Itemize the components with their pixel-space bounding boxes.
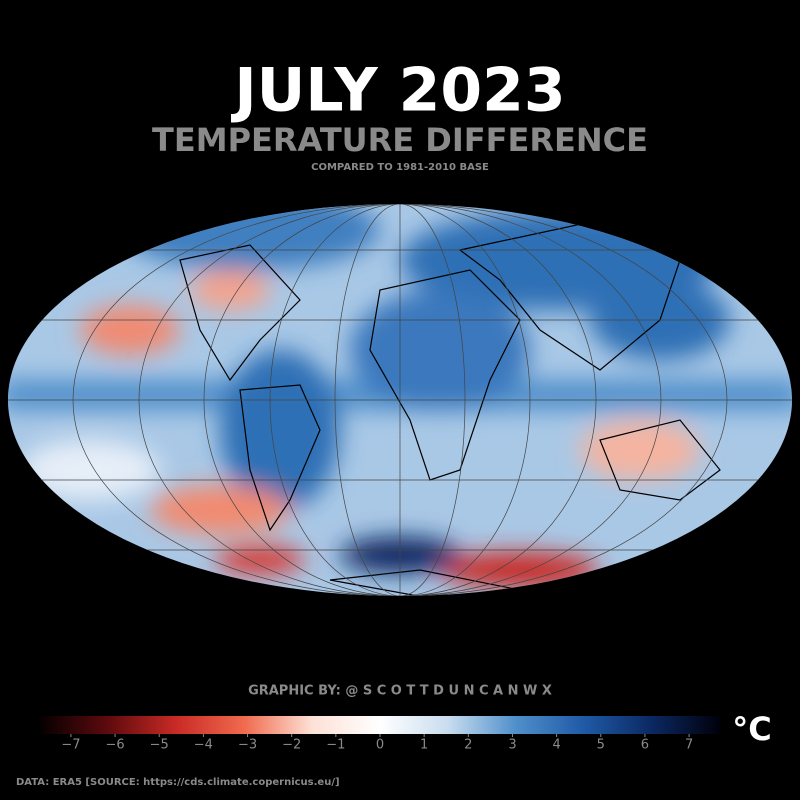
map [8,204,792,596]
source: DATA: ERA5 [SOURCE: https://cds.climate.… [16,777,340,788]
colorbar-tick-label: 0 [376,738,384,753]
subtitle: TEMPERATURE DIFFERENCE [152,121,648,159]
colorbar-tick-label: −2 [282,738,301,753]
baseline-note: COMPARED TO 1981-2010 BASE [311,162,489,173]
credit: GRAPHIC BY: @ S C O T T D U N C A N W X [248,684,552,699]
colorbar: −7 −6 −5 −4 −3 −2 −1 0 1 2 3 4 5 6 7 [40,716,720,753]
colorbar-unit: °C [732,710,771,748]
colorbar-tick-label: 5 [597,738,605,753]
colorbar-tick-label: −6 [105,738,124,753]
colorbar-ramp [40,716,720,734]
colorbar-tick-label: −7 [61,738,80,753]
colorbar-tick-label: 4 [552,738,560,753]
colorbar-tick-label: −1 [326,738,345,753]
colorbar-tick-label: 1 [420,738,428,753]
title: JULY 2023 [230,56,565,126]
colorbar-tick-label: −3 [238,738,257,753]
colorbar-tick-label: −5 [150,738,169,753]
colorbar-tick-label: 2 [464,738,472,753]
colorbar-tick-label: −4 [194,738,213,753]
colorbar-tick-label: 3 [508,738,516,753]
colorbar-tick-label: 6 [641,738,649,753]
colorbar-tick-label: 7 [685,738,693,753]
